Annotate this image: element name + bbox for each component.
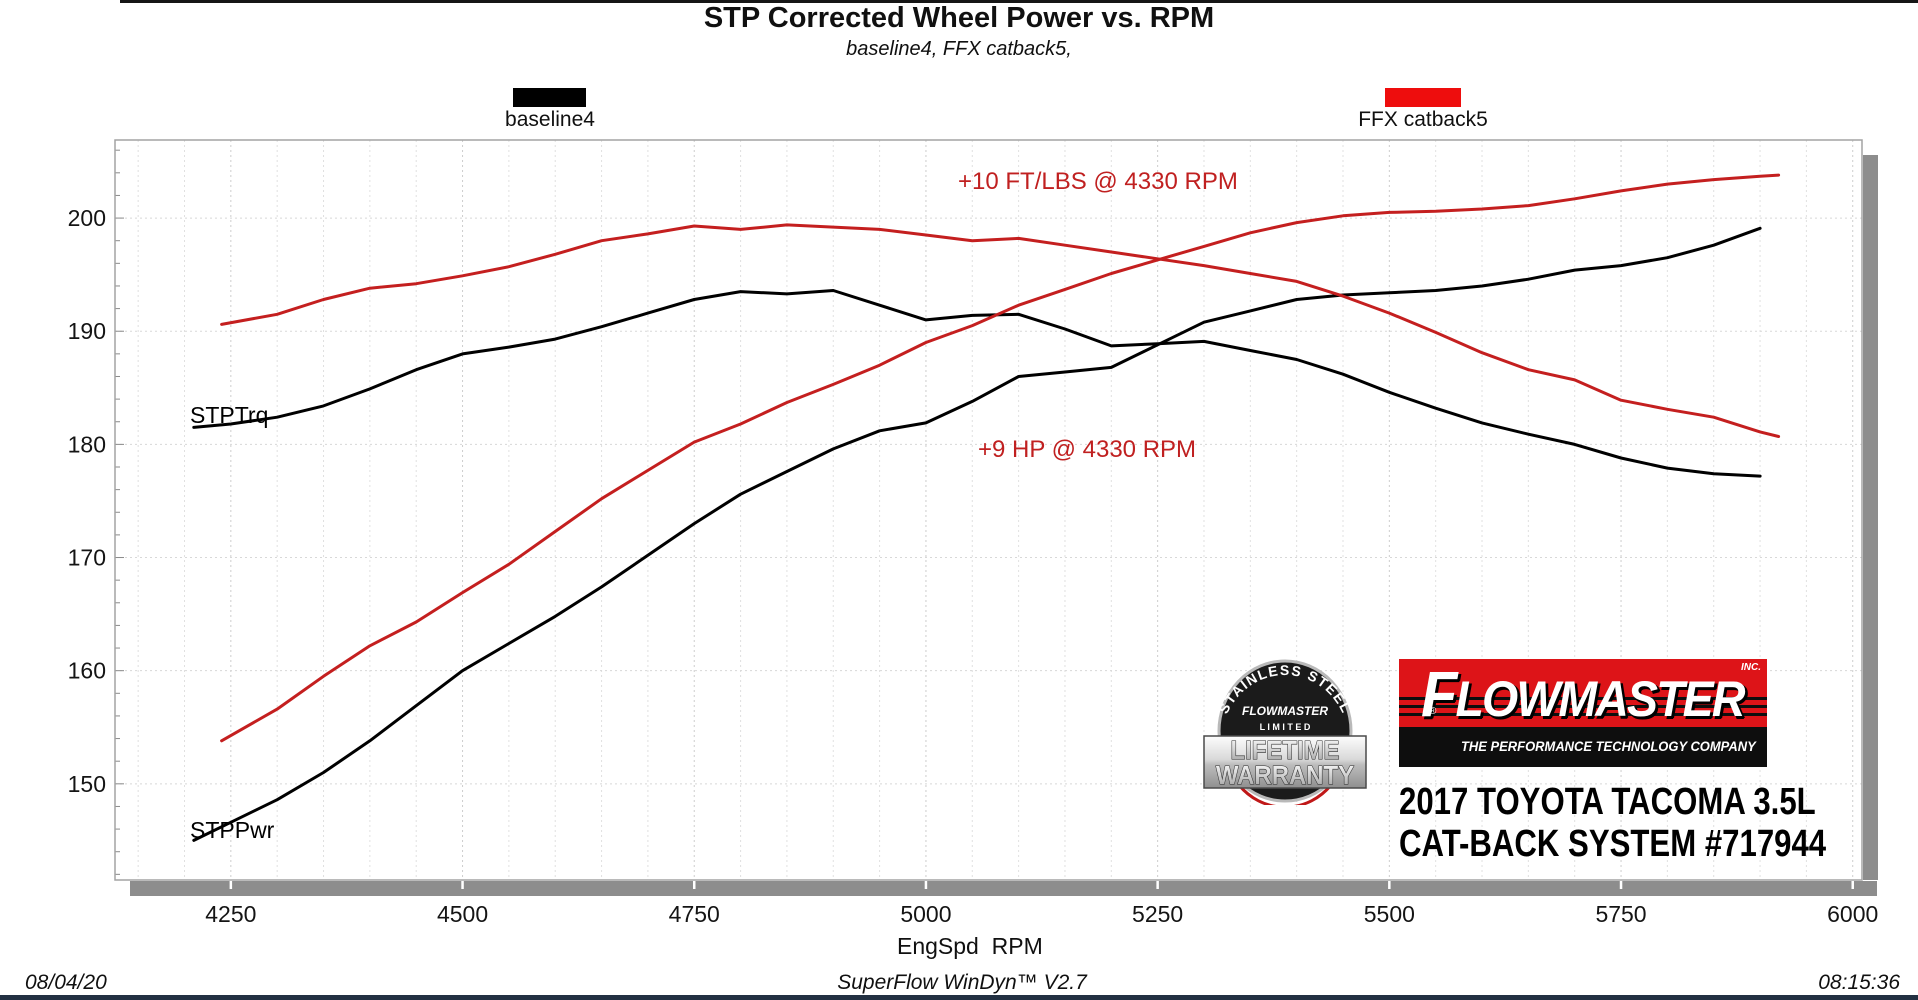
curve-ffx-catback5-torque xyxy=(220,223,1781,438)
plot-area xyxy=(115,140,1862,880)
y-tick-label: 150 xyxy=(68,771,106,797)
y-tick-label: 180 xyxy=(68,431,106,457)
x-tick-notch xyxy=(1619,881,1623,889)
bottom-bar xyxy=(0,995,1918,1000)
logo-big-f: F xyxy=(1421,658,1457,730)
curve-ffx-catback5-power xyxy=(220,173,1781,743)
footer-software: SuperFlow WinDyn™ V2.7 xyxy=(837,971,1087,994)
registered-mark-icon: ® xyxy=(1429,706,1437,717)
legend-label-ffx-catback5: FFX catback5 xyxy=(1358,108,1488,131)
window-top-border xyxy=(120,0,1918,3)
vehicle-title-line2: CAT-BACK SYSTEM #717944 xyxy=(1399,823,1827,865)
logo-brand-text: FLOWMASTER xyxy=(1421,657,1745,731)
stainless-steel-warranty-badge: STAINLESS STEEL FLOWMASTER L I M I T E D… xyxy=(1203,659,1367,805)
curve-baseline4-torque xyxy=(192,289,1762,478)
x-tick-notch xyxy=(1851,881,1854,889)
x-tick-label: 4250 xyxy=(205,901,256,927)
annotation-power-gain: +9 HP @ 4330 RPM xyxy=(978,436,1197,463)
flowmaster-logo: THE PERFORMANCE TECHNOLOGY COMPANY FLOWM… xyxy=(1399,657,1767,767)
footer-date: 08/04/20 xyxy=(25,971,107,994)
plot-shadow-right xyxy=(1863,155,1878,880)
x-tick-label: 6000 xyxy=(1827,901,1878,927)
x-tick-notch xyxy=(1156,881,1159,889)
logo-stripe xyxy=(1399,705,1767,708)
legend-swatch-ffx-catback5 xyxy=(1385,88,1461,107)
badge-plate xyxy=(1203,735,1367,789)
x-axis-label: EngSpd RPM xyxy=(897,933,1043,959)
plot-frame xyxy=(114,139,1863,881)
logo-stripe xyxy=(1399,697,1767,700)
x-tick-notch xyxy=(461,881,464,889)
x-tick-label: 4500 xyxy=(437,901,488,927)
x-tick-label: 5250 xyxy=(1132,901,1183,927)
legend-swatch-baseline4 xyxy=(513,88,586,107)
y-tick-label: 160 xyxy=(68,658,106,684)
page-title: STP Corrected Wheel Power vs. RPM xyxy=(703,2,1215,34)
x-tick-notch xyxy=(229,881,233,889)
x-tick-label: 4750 xyxy=(669,901,720,927)
logo-stripe xyxy=(1399,713,1767,716)
x-tick-label: 5500 xyxy=(1364,901,1415,927)
x-tick-label: 5000 xyxy=(900,901,951,927)
y-tick-label: 200 xyxy=(68,205,106,231)
footer-time: 08:15:36 xyxy=(1818,971,1900,994)
badge-lifetime: LIFETIME xyxy=(1231,736,1340,765)
logo-tagline: THE PERFORMANCE TECHNOLOGY COMPANY xyxy=(1461,739,1756,754)
logo-brand-rest: LOWMASTER xyxy=(1455,671,1745,727)
vehicle-title-line1: 2017 TOYOTA TACOMA 3.5L xyxy=(1399,781,1816,823)
badge-warranty: WARRANTY xyxy=(1216,761,1354,790)
badge-red-rim xyxy=(1237,784,1333,805)
x-tick-notch xyxy=(1388,881,1391,889)
logo-black-panel: THE PERFORMANCE TECHNOLOGY COMPANY xyxy=(1399,727,1767,767)
y-tick-label: 190 xyxy=(68,318,106,344)
legend-label-baseline4: baseline4 xyxy=(505,108,595,131)
x-tick-notch xyxy=(692,881,696,889)
logo-red-panel xyxy=(1399,659,1767,727)
curve-label-stppwr: STPPwr xyxy=(190,817,275,843)
logo-inc-text: INC. xyxy=(1741,662,1761,673)
y-tick-label: 170 xyxy=(68,545,106,571)
x-tick-label: 5750 xyxy=(1595,901,1646,927)
badge-brand: FLOWMASTER xyxy=(1242,704,1328,718)
annotation-torque-gain: +10 FT/LBS @ 4330 RPM xyxy=(958,168,1238,195)
plot-shadow-bottom xyxy=(130,881,1877,896)
curve-label-stptrq: STPTrq xyxy=(190,402,269,428)
page-subtitle: baseline4, FFX catback5, xyxy=(846,38,1072,60)
badge-limited: L I M I T E D xyxy=(1260,722,1311,732)
curve-baseline4-power xyxy=(192,226,1762,842)
x-tick-notch xyxy=(924,881,928,889)
